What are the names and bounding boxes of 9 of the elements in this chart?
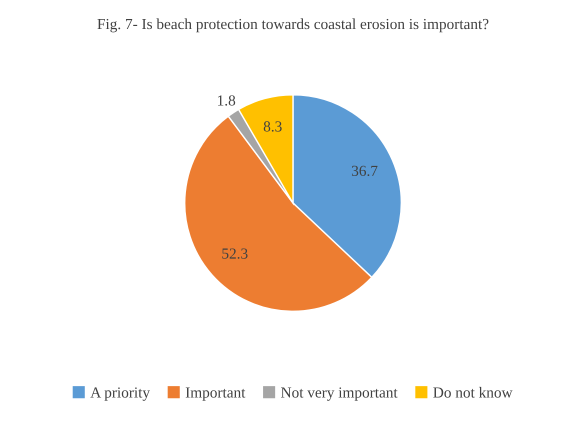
legend-label: Do not know [433,386,513,398]
data-label: 36.7 [352,166,378,176]
chart-title: Fig. 7- Is beach protection towards coastal erosion is important? [97,18,488,32]
data-label: 52.3 [222,248,248,259]
data-label: 8.3 [264,121,282,132]
data-label: 1.8 [218,95,236,106]
legend-label: A priority [90,387,150,401]
legend-label: Important [186,387,246,401]
legend-label: Not very important [281,387,398,401]
